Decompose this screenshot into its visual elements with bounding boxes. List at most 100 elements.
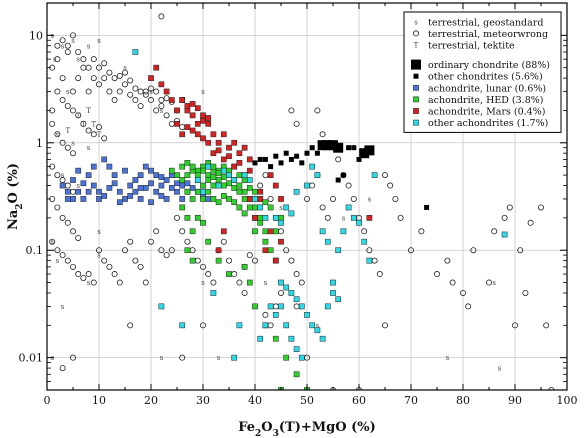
legend-label: terrestrial, meteorwrong [428, 29, 548, 40]
data-point [106, 88, 113, 95]
data-point [324, 303, 331, 310]
legend-entry: other achondrites (1.7%) [413, 118, 548, 129]
data-point [220, 228, 227, 235]
data-point [59, 37, 66, 44]
data-point [179, 124, 186, 131]
data-point [350, 195, 357, 202]
data-point [132, 49, 139, 55]
data-point: s [368, 195, 372, 203]
data-point [257, 156, 263, 162]
data-point [293, 296, 300, 303]
data-point [272, 215, 279, 221]
data-point [236, 150, 243, 157]
data-point: s [498, 365, 502, 373]
legend-entry: achondrite, lunar (0.6%) [413, 83, 546, 94]
x-tick-label: 0 [44, 394, 51, 407]
data-point [283, 284, 290, 291]
data-point [278, 196, 284, 202]
data-point [303, 195, 310, 202]
data-point [257, 215, 264, 221]
data-point: s [342, 214, 346, 222]
data-point [64, 219, 71, 226]
data-point [184, 172, 191, 178]
data-point [70, 88, 77, 95]
data-point [236, 188, 243, 195]
data-point [424, 204, 430, 210]
series-5 [59, 156, 212, 206]
data-point [194, 131, 201, 138]
data-point [189, 112, 196, 119]
axis-ticks: 0 10 20 30 40 50 60 70 80 90 100 0.01 0.1 1 10 [19, 2, 578, 407]
data-point [407, 247, 414, 254]
data-point: s [492, 279, 496, 287]
data-point [262, 311, 269, 318]
data-point [293, 346, 300, 353]
series-4 [252, 145, 430, 210]
y-tick-label: 0.1 [26, 244, 44, 257]
data-point [241, 264, 248, 270]
data-point: T [91, 120, 96, 128]
data-point [465, 303, 472, 310]
data-point [199, 322, 206, 329]
data-point [199, 263, 206, 270]
data-point [231, 185, 238, 191]
data-point [252, 215, 258, 221]
data-point [319, 335, 326, 342]
data-point [85, 64, 92, 71]
data-point [106, 263, 113, 270]
data-point [288, 257, 295, 264]
data-point [252, 303, 258, 310]
data-point [205, 172, 212, 178]
data-point [273, 153, 279, 159]
data-point [205, 115, 212, 121]
data-point: s [76, 182, 80, 190]
data-point [80, 64, 87, 71]
data-point [96, 81, 103, 88]
data-point [205, 238, 212, 245]
data-point [168, 167, 175, 174]
data-point [350, 215, 357, 221]
data-point [231, 177, 238, 183]
data-point [319, 228, 326, 235]
data-point [132, 257, 139, 264]
data-point [293, 188, 300, 195]
data-point [174, 188, 180, 195]
data-point [179, 204, 186, 211]
data-point [184, 124, 191, 130]
data-point [75, 271, 82, 278]
data-point [168, 120, 175, 127]
data-point [116, 88, 123, 95]
data-point [278, 279, 284, 286]
data-point [194, 105, 201, 112]
data-point: s [71, 139, 75, 147]
data-point [215, 147, 222, 154]
data-point [200, 188, 206, 195]
data-point: s [87, 42, 91, 50]
legend-marker [413, 96, 419, 103]
data-point [70, 354, 77, 361]
x-tick-label: 100 [557, 394, 578, 407]
data-point [262, 322, 269, 329]
data-point [246, 196, 253, 202]
data-point [80, 275, 87, 282]
data-point [137, 172, 144, 178]
data-point [158, 303, 165, 310]
data-point [272, 182, 279, 189]
data-point [231, 271, 238, 278]
data-point [226, 271, 232, 277]
data-point [220, 167, 227, 174]
data-point [329, 195, 336, 202]
data-point: s [87, 144, 91, 152]
data-point: s [97, 252, 101, 260]
data-point [205, 139, 212, 146]
data-point [122, 81, 129, 88]
data-point [168, 185, 175, 191]
legend-marker: s [414, 18, 418, 26]
data-point [189, 185, 196, 191]
data-point [220, 193, 227, 199]
data-point [283, 354, 290, 361]
data-point [70, 107, 77, 114]
data-point: s [446, 354, 450, 362]
y-axis-label: Na2O (%) [6, 163, 25, 230]
